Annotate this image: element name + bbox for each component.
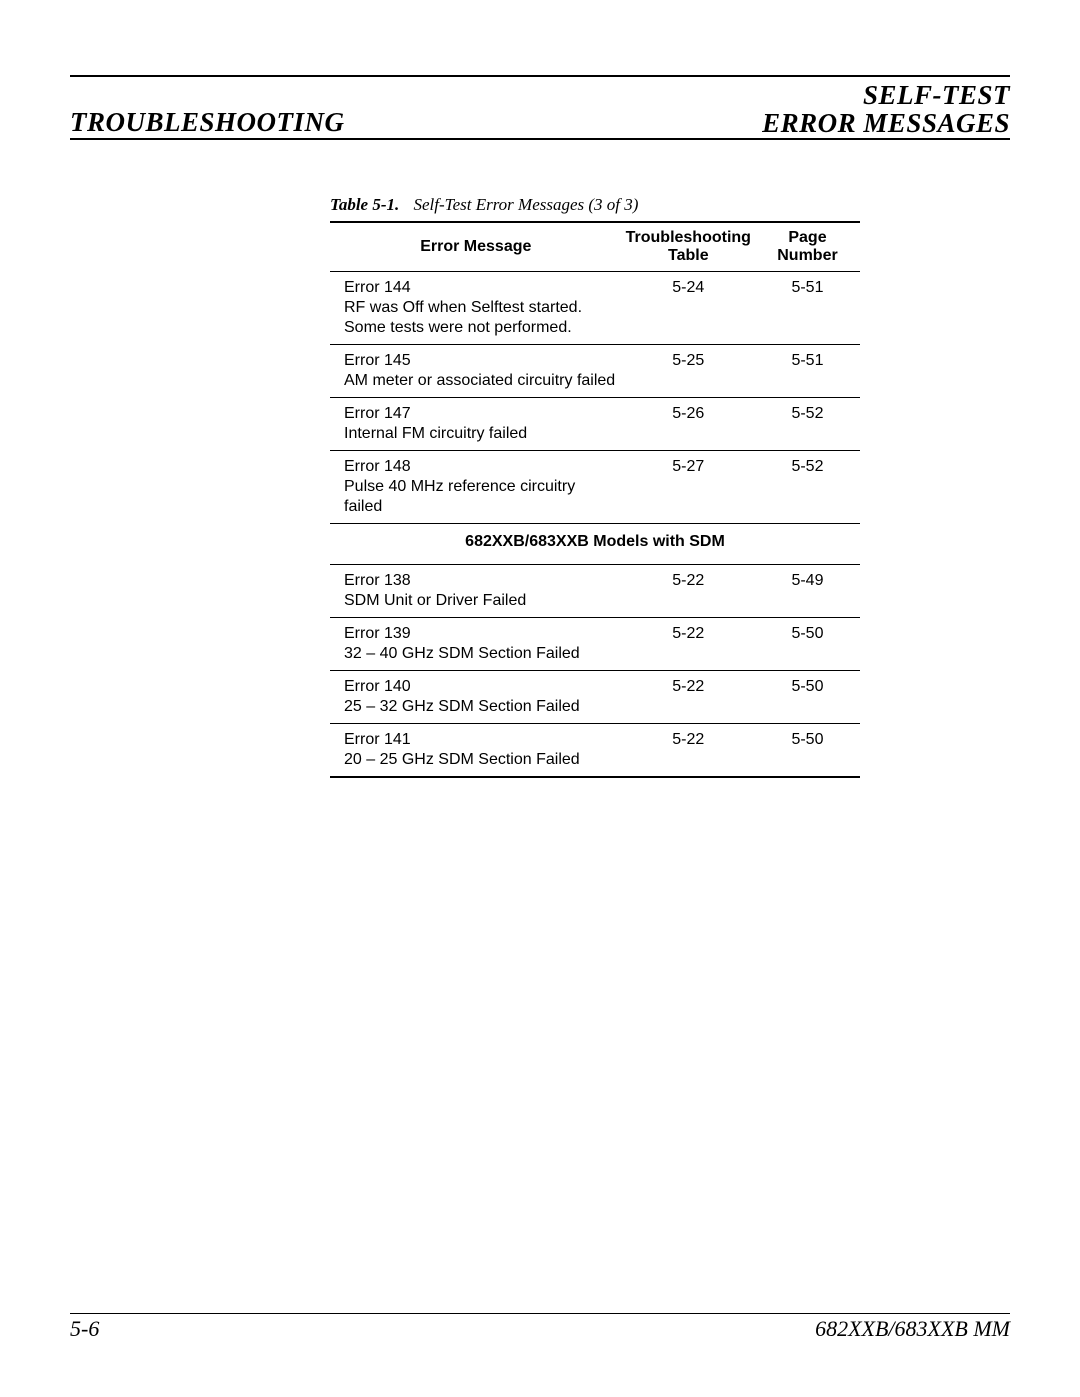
error-desc: SDM Unit or Driver Failed bbox=[344, 592, 526, 609]
cell-message: Error 138 SDM Unit or Driver Failed bbox=[330, 565, 622, 618]
error-desc: Pulse 40 MHz reference circuitry failed bbox=[344, 478, 575, 515]
col-header-page-l1: Page bbox=[788, 229, 826, 246]
cell-page: 5-52 bbox=[755, 451, 860, 524]
error-desc: AM meter or associated circuitry failed bbox=[344, 372, 615, 389]
cell-page: 5-52 bbox=[755, 398, 860, 451]
error-desc: 25 – 32 GHz SDM Section Failed bbox=[344, 698, 580, 715]
cell-message: Error 144 RF was Off when Selftest start… bbox=[330, 272, 622, 345]
error-code: Error 141 bbox=[344, 731, 411, 748]
table-caption: Table 5-1. Self-Test Error Messages (3 o… bbox=[330, 195, 860, 215]
header-right-line2: ERROR MESSAGES bbox=[762, 109, 1010, 137]
cell-troubleshooting: 5-26 bbox=[622, 398, 755, 451]
error-desc: 32 – 40 GHz SDM Section Failed bbox=[344, 645, 580, 662]
header-right-line1: SELF-TEST bbox=[762, 81, 1010, 109]
footer-page-number: 5-6 bbox=[70, 1316, 99, 1342]
cell-page: 5-50 bbox=[755, 671, 860, 724]
error-code: Error 140 bbox=[344, 678, 411, 695]
error-code: Error 147 bbox=[344, 405, 411, 422]
cell-page: 5-49 bbox=[755, 565, 860, 618]
col-header-troubleshooting-l2: Table bbox=[668, 247, 709, 264]
header-top-rule bbox=[70, 75, 1010, 77]
table-section-row: 682XXB/683XXB Models with SDM bbox=[330, 524, 860, 565]
error-desc: RF was Off when Selftest started. Some t… bbox=[344, 299, 582, 336]
header-left: TROUBLESHOOTING bbox=[70, 107, 345, 138]
section-header: 682XXB/683XXB Models with SDM bbox=[330, 524, 860, 565]
cell-page: 5-50 bbox=[755, 724, 860, 778]
error-code: Error 144 bbox=[344, 279, 411, 296]
cell-message: Error 148 Pulse 40 MHz reference circuit… bbox=[330, 451, 622, 524]
cell-message: Error 140 25 – 32 GHz SDM Section Failed bbox=[330, 671, 622, 724]
error-desc: Internal FM circuitry failed bbox=[344, 425, 527, 442]
page-footer: 5-6 682XXB/683XXB MM bbox=[70, 1313, 1010, 1342]
table-row: Error 138 SDM Unit or Driver Failed 5-22… bbox=[330, 565, 860, 618]
error-desc: 20 – 25 GHz SDM Section Failed bbox=[344, 751, 580, 768]
col-header-page-l2: Number bbox=[777, 247, 837, 264]
table-row: Error 140 25 – 32 GHz SDM Section Failed… bbox=[330, 671, 860, 724]
table-row: Error 139 32 – 40 GHz SDM Section Failed… bbox=[330, 618, 860, 671]
cell-message: Error 141 20 – 25 GHz SDM Section Failed bbox=[330, 724, 622, 778]
table-header-row: Error Message Troubleshooting Table Page… bbox=[330, 222, 860, 272]
col-header-message: Error Message bbox=[330, 222, 622, 272]
header-right: SELF-TEST ERROR MESSAGES bbox=[762, 81, 1010, 138]
cell-page: 5-50 bbox=[755, 618, 860, 671]
cell-troubleshooting: 5-24 bbox=[622, 272, 755, 345]
error-code: Error 145 bbox=[344, 352, 411, 369]
footer-model: 682XXB/683XXB MM bbox=[815, 1316, 1010, 1342]
table-row: Error 141 20 – 25 GHz SDM Section Failed… bbox=[330, 724, 860, 778]
page-header: TROUBLESHOOTING SELF-TEST ERROR MESSAGES bbox=[70, 81, 1010, 140]
col-header-troubleshooting-l1: Troubleshooting bbox=[626, 229, 751, 246]
col-header-page: Page Number bbox=[755, 222, 860, 272]
table-row: Error 148 Pulse 40 MHz reference circuit… bbox=[330, 451, 860, 524]
cell-message: Error 139 32 – 40 GHz SDM Section Failed bbox=[330, 618, 622, 671]
error-code: Error 138 bbox=[344, 572, 411, 589]
cell-message: Error 145 AM meter or associated circuit… bbox=[330, 345, 622, 398]
cell-troubleshooting: 5-22 bbox=[622, 565, 755, 618]
error-table: Error Message Troubleshooting Table Page… bbox=[330, 221, 860, 779]
table-row: Error 145 AM meter or associated circuit… bbox=[330, 345, 860, 398]
cell-troubleshooting: 5-25 bbox=[622, 345, 755, 398]
cell-page: 5-51 bbox=[755, 272, 860, 345]
content-area: Table 5-1. Self-Test Error Messages (3 o… bbox=[330, 195, 860, 779]
table-caption-label: Table 5-1. bbox=[330, 195, 399, 214]
cell-troubleshooting: 5-22 bbox=[622, 671, 755, 724]
error-code: Error 148 bbox=[344, 458, 411, 475]
cell-troubleshooting: 5-27 bbox=[622, 451, 755, 524]
page: TROUBLESHOOTING SELF-TEST ERROR MESSAGES… bbox=[0, 0, 1080, 1397]
table-caption-title: Self-Test Error Messages (3 of 3) bbox=[414, 195, 639, 214]
cell-message: Error 147 Internal FM circuitry failed bbox=[330, 398, 622, 451]
cell-page: 5-51 bbox=[755, 345, 860, 398]
table-row: Error 147 Internal FM circuitry failed 5… bbox=[330, 398, 860, 451]
col-header-troubleshooting: Troubleshooting Table bbox=[622, 222, 755, 272]
table-row: Error 144 RF was Off when Selftest start… bbox=[330, 272, 860, 345]
cell-troubleshooting: 5-22 bbox=[622, 724, 755, 778]
cell-troubleshooting: 5-22 bbox=[622, 618, 755, 671]
error-code: Error 139 bbox=[344, 625, 411, 642]
